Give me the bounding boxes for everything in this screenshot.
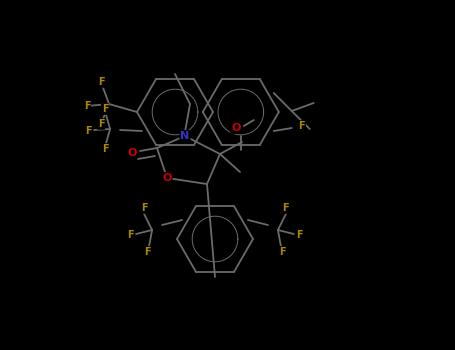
Text: F: F	[297, 230, 303, 240]
Text: F: F	[98, 77, 104, 87]
Text: F: F	[283, 203, 289, 213]
Text: F: F	[102, 144, 108, 154]
Text: F: F	[85, 126, 91, 136]
Text: F: F	[279, 247, 286, 257]
Text: O: O	[162, 173, 172, 183]
Text: F: F	[98, 119, 104, 129]
Text: F: F	[84, 101, 90, 111]
Text: F: F	[298, 121, 305, 131]
Text: F: F	[102, 104, 108, 114]
Text: N: N	[180, 131, 190, 141]
Text: F: F	[127, 230, 133, 240]
Text: O: O	[231, 123, 241, 133]
Text: F: F	[141, 203, 147, 213]
Text: F: F	[144, 247, 151, 257]
Text: O: O	[127, 148, 136, 158]
